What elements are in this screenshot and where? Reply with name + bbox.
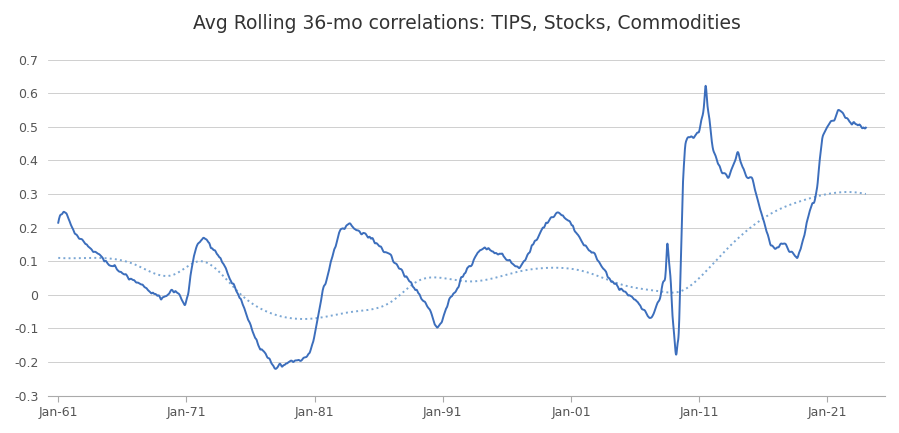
Title: Avg Rolling 36-mo correlations: TIPS, Stocks, Commodities: Avg Rolling 36-mo correlations: TIPS, St…	[192, 14, 741, 33]
